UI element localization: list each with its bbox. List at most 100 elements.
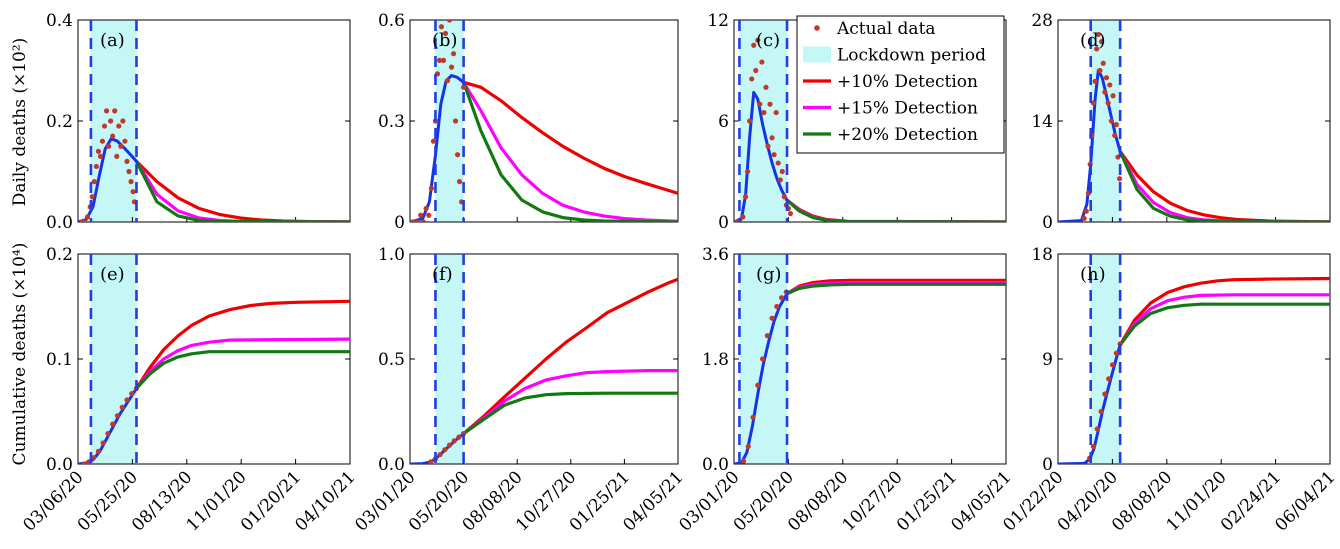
actual-data-point-b-23 xyxy=(461,84,467,90)
plot-area-b xyxy=(410,20,678,222)
series-line-fit-g xyxy=(734,292,789,464)
y-tick-label-e-2: 0.2 xyxy=(46,245,73,265)
legend-marker-lockdown xyxy=(803,46,831,63)
actual-data-point-c-17 xyxy=(771,152,777,158)
y-tick-label-d-0: 0 xyxy=(1042,213,1053,233)
panel-a: 0.0 0.2 0.4 (a) xyxy=(46,11,351,233)
series-line-det20-f xyxy=(462,391,678,436)
panel-b: 0 0.3 0.6 (b) xyxy=(378,11,679,233)
series-line-fit-h xyxy=(1058,343,1122,464)
actual-data-point-c-22 xyxy=(781,194,787,200)
actual-data-point-c-8 xyxy=(753,67,759,74)
panel-h: 091801/22/2004/20/2008/08/2011/01/2002/2… xyxy=(999,245,1339,536)
actual-data-point-b-6 xyxy=(426,212,432,218)
actual-data-point-b-3 xyxy=(418,212,424,218)
series-line-det15-b xyxy=(462,80,678,222)
actual-data-point-e-2 xyxy=(91,455,97,461)
panel-label-a: (a) xyxy=(100,30,125,51)
series-line-det20-c xyxy=(785,198,1006,222)
actual-data-point-h-2 xyxy=(1094,426,1100,432)
plot-area-e xyxy=(78,299,350,464)
actual-data-point-d-5 xyxy=(1090,100,1097,106)
plot-area-c xyxy=(734,37,1006,222)
actual-data-point-g-2 xyxy=(750,414,756,420)
actual-data-point-d-19 xyxy=(1113,122,1119,128)
plot-area-d xyxy=(1058,31,1330,222)
actual-data-point-d-18 xyxy=(1112,132,1118,139)
plot-area-f xyxy=(410,277,678,464)
y-tick-label-g-0: 0.0 xyxy=(702,455,729,475)
actual-data-point-d-12 xyxy=(1102,89,1108,95)
panels: 0.0 0.2 0.4 (a) 0 0.3 0.6 (b) 0 6 12 (c) 0 14 28 (d) 0.0… xyxy=(19,11,1339,536)
plot-area-h xyxy=(1058,276,1330,464)
y-tick-label-e-0: 0.0 xyxy=(46,455,73,475)
actual-data-point-e-0 xyxy=(81,461,87,464)
y-tick-label-d-1: 14 xyxy=(1031,112,1053,132)
y-tick-label-d-2: 28 xyxy=(1031,11,1053,31)
actual-data-point-c-13 xyxy=(763,84,769,90)
actual-data-point-g-7 xyxy=(774,303,780,310)
actual-data-point-c-25 xyxy=(787,210,794,217)
actual-data-point-d-1 xyxy=(1083,208,1089,214)
actual-data-point-b-7 xyxy=(428,185,435,191)
legend-marker-actual xyxy=(814,25,820,31)
legend-box xyxy=(796,15,1005,154)
actual-data-point-h-7 xyxy=(1113,350,1119,356)
actual-data-point-d-14 xyxy=(1105,100,1111,106)
actual-data-point-a-1 xyxy=(82,219,88,222)
series-line-det20-e xyxy=(134,350,350,390)
actual-data-point-b-13 xyxy=(440,57,447,64)
actual-data-point-h-5 xyxy=(1106,376,1112,382)
actual-data-point-a-24 xyxy=(130,189,136,195)
actual-data-point-g-0 xyxy=(740,458,747,464)
actual-data-point-b-12 xyxy=(438,24,445,30)
actual-data-point-h-6 xyxy=(1109,362,1116,368)
actual-data-point-g-6 xyxy=(769,315,775,321)
actual-data-point-d-16 xyxy=(1108,118,1115,124)
actual-data-point-d-17 xyxy=(1110,93,1116,99)
y-tick-label-a-0: 0.0 xyxy=(46,213,73,233)
plot-area-g xyxy=(734,278,1006,464)
series-line-det15-h xyxy=(1118,293,1330,347)
actual-data-point-b-17 xyxy=(448,64,455,70)
actual-data-point-c-18 xyxy=(773,109,779,116)
y-tick-label-g-2: 3.6 xyxy=(702,245,729,265)
series-line-det10-b xyxy=(462,80,678,195)
actual-data-point-b-16 xyxy=(446,20,453,23)
actual-data-point-c-11 xyxy=(759,59,765,65)
actual-data-point-c-5 xyxy=(747,118,753,124)
actual-data-point-b-5 xyxy=(423,205,429,212)
series-line-det20-g xyxy=(785,282,1006,296)
plot-area-a xyxy=(78,108,350,222)
actual-data-point-a-10 xyxy=(101,123,108,129)
actual-data-point-a-21 xyxy=(124,158,130,164)
actual-data-point-f-2 xyxy=(437,451,443,458)
actual-data-point-g-3 xyxy=(755,382,761,388)
actual-data-point-a-6 xyxy=(93,163,99,170)
actual-data-point-f-3 xyxy=(442,447,448,453)
actual-data-point-c-19 xyxy=(775,160,781,166)
actual-data-point-g-4 xyxy=(759,356,766,362)
actual-data-point-d-11 xyxy=(1100,60,1106,66)
actual-data-point-d-10 xyxy=(1099,39,1105,45)
panel-c: 0 6 12 (c) xyxy=(707,11,1007,233)
panel-label-b: (b) xyxy=(432,30,458,51)
actual-data-point-c-15 xyxy=(767,101,773,107)
actual-data-point-e-7 xyxy=(114,413,121,419)
actual-data-point-a-16 xyxy=(114,153,120,159)
legend-label-actual: Actual data xyxy=(836,19,936,39)
actual-data-point-a-8 xyxy=(97,153,104,159)
actual-data-point-e-6 xyxy=(110,421,116,427)
legend-label-det15: +15% Detection xyxy=(837,99,978,119)
panel-f: 0.00.51.003/01/2005/20/2008/08/2010/27/2… xyxy=(351,245,687,536)
actual-data-point-d-7 xyxy=(1094,46,1100,52)
actual-data-point-a-18 xyxy=(118,143,124,149)
panel-d: 0 14 28 (d) xyxy=(1031,11,1331,233)
actual-data-point-g-8 xyxy=(779,295,785,301)
actual-data-point-f-5 xyxy=(451,438,457,444)
y-tick-label-g-1: 1.8 xyxy=(702,350,729,370)
actual-data-point-e-4 xyxy=(100,440,106,446)
actual-data-point-b-15 xyxy=(444,78,451,84)
